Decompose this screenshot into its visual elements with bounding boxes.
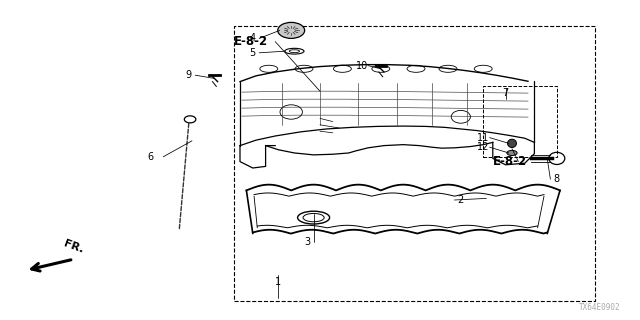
Ellipse shape: [507, 150, 517, 156]
Text: E-8-2: E-8-2: [493, 155, 527, 168]
Text: 7: 7: [502, 88, 509, 98]
Text: FR.: FR.: [62, 238, 84, 254]
Ellipse shape: [298, 211, 330, 224]
Text: E-8-2: E-8-2: [234, 35, 268, 48]
Ellipse shape: [285, 48, 304, 54]
Text: 5: 5: [250, 48, 256, 58]
Ellipse shape: [508, 139, 516, 148]
Text: 3: 3: [304, 236, 310, 247]
Bar: [234, 26, 595, 301]
Text: 8: 8: [554, 174, 560, 184]
Text: TX64E0902: TX64E0902: [579, 303, 621, 312]
Text: 12: 12: [477, 142, 490, 152]
Ellipse shape: [278, 22, 305, 38]
Text: 1: 1: [275, 276, 282, 287]
Text: 11: 11: [477, 132, 490, 143]
Bar: [483, 86, 557, 157]
Text: 6: 6: [147, 152, 154, 162]
Text: 2: 2: [458, 195, 464, 205]
Text: 10: 10: [355, 60, 368, 71]
Text: 4: 4: [250, 33, 256, 44]
Text: 9: 9: [186, 70, 192, 80]
